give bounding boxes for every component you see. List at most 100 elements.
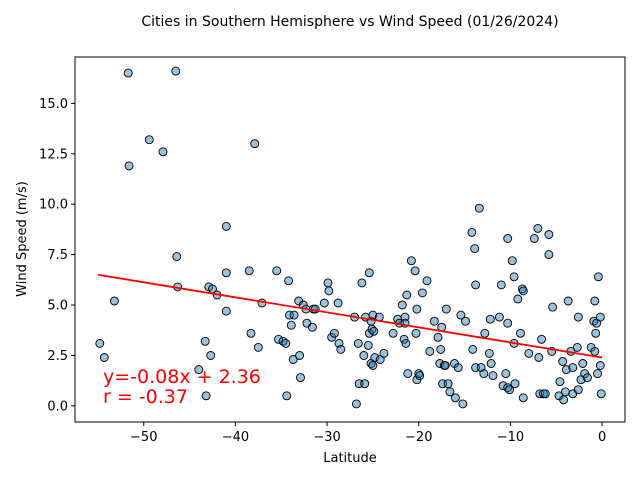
data-point-78 — [400, 312, 410, 322]
data-point-54 — [353, 338, 363, 348]
data-point-120 — [485, 314, 495, 324]
data-point-8 — [172, 252, 182, 262]
data-point-118 — [480, 328, 490, 338]
x-axis-ticks: −50 −40 −30 −20 −10 0 — [130, 422, 606, 445]
data-point-46 — [324, 286, 334, 296]
data-point-107 — [456, 310, 466, 320]
data-point-134 — [510, 379, 520, 389]
data-point-23 — [253, 342, 263, 352]
chart-title: Cities in Southern Hemisphere vs Wind Sp… — [141, 14, 558, 30]
data-point-51 — [336, 344, 346, 354]
data-point-66 — [368, 361, 378, 370]
data-point-108 — [458, 399, 468, 409]
data-point-124 — [496, 280, 506, 290]
data-point-72 — [379, 348, 389, 358]
data-point-155 — [559, 395, 569, 405]
plot-frame — [74, 56, 626, 423]
data-point-22 — [250, 139, 260, 149]
data-point-84 — [410, 266, 420, 276]
data-point-177 — [595, 312, 605, 322]
data-point-143 — [534, 353, 544, 362]
data-point-157 — [561, 365, 571, 375]
data-point-89 — [415, 371, 425, 381]
data-point-44 — [319, 298, 329, 308]
data-point-36 — [295, 351, 305, 360]
data-point-91 — [422, 276, 432, 286]
regression-r-value: r = -0.37 — [103, 386, 188, 408]
data-point-21 — [246, 328, 256, 338]
data-point-48 — [329, 328, 339, 338]
data-point-110 — [467, 227, 477, 237]
data-point-125 — [498, 381, 508, 391]
data-point-121 — [486, 359, 496, 368]
y-axis-ticks: 0.0 2.5 5.0 7.5 10.0 12.5 15.0 — [39, 97, 75, 414]
x-axis-label: Latitude — [323, 451, 377, 466]
data-point-1 — [99, 353, 109, 362]
data-point-173 — [591, 328, 601, 338]
y-tick-label-4: 10.0 — [39, 198, 68, 213]
data-point-131 — [507, 256, 517, 266]
regression-line — [97, 273, 603, 359]
data-point-156 — [560, 387, 570, 397]
data-point-164 — [573, 312, 583, 322]
plot-area — [75, 57, 625, 422]
data-point-106 — [453, 363, 463, 373]
data-point-171 — [590, 296, 600, 306]
data-point-103 — [445, 387, 455, 397]
data-point-168 — [582, 373, 592, 383]
y-tick-label-3: 7.5 — [47, 248, 68, 263]
data-point-153 — [555, 377, 565, 387]
y-tick-label-0: 0.0 — [47, 399, 68, 414]
data-point-81 — [402, 290, 412, 300]
data-point-76 — [397, 300, 407, 310]
data-point-3 — [123, 68, 133, 78]
data-point-12 — [201, 391, 211, 401]
x-tick-label-3: −20 — [405, 430, 432, 445]
data-point-148 — [544, 230, 554, 239]
data-point-109 — [461, 316, 470, 326]
points-layer — [95, 66, 606, 409]
x-tick-label-1: −40 — [222, 430, 249, 445]
data-point-105 — [450, 393, 460, 403]
data-point-90 — [417, 288, 427, 298]
data-point-119 — [484, 348, 494, 358]
data-point-41 — [307, 322, 317, 332]
data-point-142 — [533, 223, 543, 233]
data-point-2 — [109, 296, 119, 306]
data-point-179 — [596, 389, 606, 399]
data-point-122 — [488, 371, 498, 381]
data-point-11 — [200, 336, 210, 346]
data-point-26 — [274, 334, 283, 344]
data-point-60 — [363, 340, 373, 350]
data-point-96 — [436, 344, 446, 354]
data-point-94 — [433, 332, 443, 342]
data-point-112 — [470, 244, 480, 254]
data-point-25 — [272, 266, 282, 276]
data-point-33 — [288, 355, 298, 364]
data-point-130 — [505, 385, 514, 395]
data-point-69 — [370, 353, 380, 362]
data-point-32 — [286, 320, 296, 330]
data-point-162 — [572, 342, 582, 352]
data-point-149 — [544, 250, 554, 260]
data-point-139 — [518, 393, 528, 403]
data-point-73 — [388, 328, 398, 338]
data-point-93 — [429, 316, 439, 326]
data-point-123 — [494, 312, 504, 322]
data-point-49 — [333, 298, 343, 308]
data-point-111 — [468, 344, 478, 354]
data-point-163 — [573, 385, 583, 395]
data-point-45 — [323, 278, 333, 288]
data-point-19 — [221, 306, 231, 316]
regression-equation: y=-0.08x + 2.36 — [103, 366, 261, 388]
y-tick-label-5: 12.5 — [39, 147, 68, 162]
data-point-145 — [537, 334, 547, 344]
data-point-14 — [206, 351, 216, 360]
data-point-135 — [513, 294, 523, 304]
data-point-136 — [516, 328, 525, 338]
data-point-0 — [95, 338, 105, 348]
data-point-128 — [503, 318, 513, 328]
data-point-92 — [425, 346, 435, 356]
y-axis-label: Wind Speed (m/s) — [15, 181, 30, 297]
